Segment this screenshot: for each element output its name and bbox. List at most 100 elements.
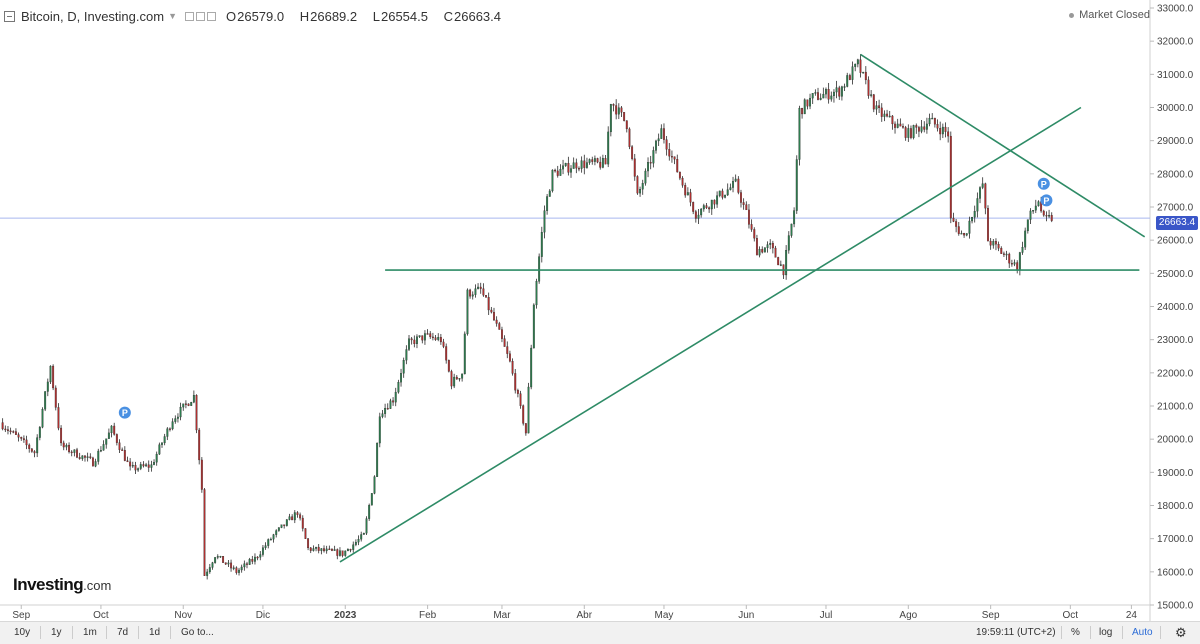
symbol-title[interactable]: Bitcoin, D, Investing.com	[21, 8, 165, 24]
candle-body	[153, 462, 155, 465]
candle-body	[469, 289, 472, 297]
candle-body	[105, 438, 108, 445]
gear-icon[interactable]: ⚙	[1175, 625, 1187, 640]
candle-body	[803, 99, 806, 115]
candle-body	[856, 59, 859, 65]
status-dot-icon	[1069, 12, 1075, 18]
auto-button[interactable]: Auto	[1132, 627, 1153, 638]
candle-body	[206, 571, 209, 576]
candle-body	[995, 241, 997, 245]
x-tick-label: Sep	[12, 610, 30, 621]
collapse-icon[interactable]	[4, 10, 15, 22]
candle-body	[814, 92, 817, 94]
candle-body	[421, 335, 424, 341]
candle-body	[992, 241, 995, 246]
candle-body	[562, 165, 564, 170]
candle-body	[936, 124, 939, 129]
candle-body	[312, 548, 315, 551]
settings-square-icon[interactable]	[184, 11, 194, 21]
candle-body	[331, 548, 333, 551]
candle-body	[264, 545, 267, 548]
eye-square-icon[interactable]	[195, 11, 205, 21]
candle-body	[179, 406, 182, 418]
candle-body	[963, 233, 966, 236]
y-tick-label: 30000.0	[1157, 103, 1194, 114]
candle-body	[442, 341, 445, 347]
candle-body	[705, 205, 708, 208]
candle-body	[649, 162, 652, 164]
candle-body	[1045, 215, 1048, 217]
candle-body	[400, 373, 402, 383]
candle-body	[458, 378, 461, 380]
y-tick-label: 23000.0	[1157, 335, 1194, 346]
candle-body	[304, 528, 307, 539]
candle-body	[572, 162, 575, 169]
candle-body	[277, 527, 280, 531]
candle-body	[323, 548, 325, 552]
candle-body	[604, 158, 607, 165]
y-tick-label: 24000.0	[1157, 302, 1194, 313]
p-marker-icon	[1037, 177, 1050, 190]
candle-body	[947, 131, 950, 137]
candle-body	[928, 118, 931, 125]
candle-body	[203, 489, 206, 576]
candle-body	[20, 437, 23, 439]
candle-body	[848, 75, 851, 80]
price-chart[interactable]: 15000.0 16000.0 17000.0 18000.0 19000.0 20000…	[0, 0, 1200, 621]
close-value: 26663.4	[454, 8, 501, 24]
candle-body	[73, 449, 76, 453]
candle-body	[283, 524, 286, 526]
candle-body	[447, 360, 450, 372]
candle-body	[92, 457, 94, 467]
candle-body	[846, 75, 849, 87]
candle-body	[416, 336, 418, 345]
candle-body	[211, 562, 214, 568]
candle-body	[246, 563, 248, 565]
period-7d-button[interactable]: 7d	[117, 627, 129, 638]
candle-body	[1010, 263, 1013, 265]
candle-body	[785, 250, 788, 276]
candle-body	[354, 541, 357, 545]
y-tick-label: 22000.0	[1157, 368, 1194, 379]
candle-body	[729, 187, 732, 190]
candle-body	[825, 89, 827, 95]
y-tick-label: 31000.0	[1157, 70, 1194, 81]
logo-suffix: .com	[83, 578, 112, 593]
period-1d-button[interactable]: 1d	[149, 627, 161, 638]
candle-body	[835, 87, 838, 93]
candle-body	[665, 139, 668, 150]
period-1y-button[interactable]: 1y	[51, 627, 62, 638]
goto-button[interactable]: Go to...	[181, 627, 214, 638]
candle-body	[493, 311, 495, 321]
candle-body	[1042, 210, 1045, 216]
divider	[1090, 626, 1091, 639]
candle-body	[851, 66, 854, 80]
candle-body	[1050, 215, 1053, 221]
percent-button[interactable]: %	[1071, 627, 1080, 638]
log-button[interactable]: log	[1099, 627, 1113, 638]
candle-body	[405, 349, 408, 361]
x-tick-label: Oct	[1063, 610, 1079, 621]
candle-body	[586, 162, 588, 168]
candle-body	[907, 128, 910, 138]
period-10y-button[interactable]: 10y	[14, 627, 31, 638]
candle-body	[187, 403, 190, 406]
period-1m-button[interactable]: 1m	[83, 627, 97, 638]
candle-body	[320, 548, 323, 551]
chevron-down-icon[interactable]: ▼	[168, 11, 177, 21]
candle-body	[232, 567, 235, 569]
candle-body	[801, 107, 804, 115]
candle-body	[214, 557, 217, 563]
candle-body	[46, 381, 49, 392]
candle-body	[219, 556, 222, 558]
candle-body	[184, 403, 187, 405]
candle-body	[455, 376, 458, 380]
candle-body	[633, 158, 636, 177]
chart-header: Bitcoin, D, Investing.com ▼ O26579.0 H26…	[4, 6, 513, 26]
close-square-icon[interactable]	[206, 11, 216, 21]
open-value: 26579.0	[237, 8, 285, 24]
candle-body	[309, 547, 312, 551]
candle-body	[732, 181, 734, 188]
candle-body	[378, 416, 381, 444]
divider	[138, 626, 139, 639]
